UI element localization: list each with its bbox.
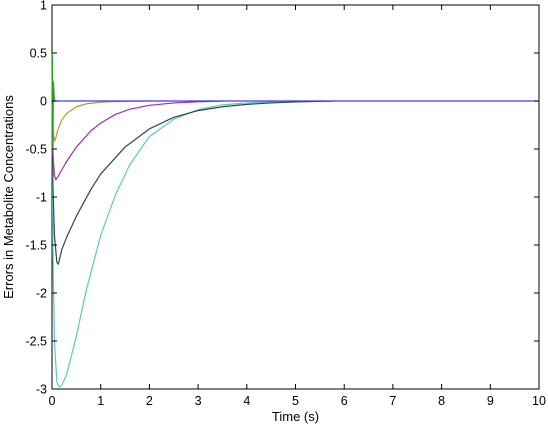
x-axis-title: Time (s) [272, 409, 319, 424]
x-tick-label: 10 [532, 394, 546, 408]
y-tick-label: -1 [36, 191, 47, 205]
x-tick-label: 5 [292, 394, 299, 408]
series-line-2 [51, 100, 335, 265]
y-axis-title: Errors in Metabolite Concentrations [1, 95, 16, 299]
x-tick-label: 9 [487, 394, 494, 408]
plot-area [51, 4, 540, 390]
series-line-1 [51, 100, 296, 388]
y-tick-label: -3 [36, 383, 47, 397]
y-tick-label: -2 [36, 287, 47, 301]
series-line-3 [51, 100, 223, 181]
y-tick-label: -1.5 [25, 239, 47, 253]
ticks-layer: 0 1 2 3 4 5 6 7 8 9 10 1 0.5 0 -0.5 -1 -1.5 -2 -2.5 -3 [25, 0, 546, 408]
y-tick-label: -0.5 [25, 143, 47, 157]
x-tick-label: 2 [146, 394, 153, 408]
x-tick-label: 6 [341, 394, 348, 408]
x-tick-label: 8 [438, 394, 445, 408]
x-tick-label: 0 [49, 394, 56, 408]
x-tick-label: 7 [389, 394, 396, 408]
y-tick-label: -2.5 [25, 335, 47, 349]
x-tick-label: 3 [195, 394, 202, 408]
x-tick-label: 1 [97, 394, 104, 408]
y-tick-label: 0 [40, 95, 47, 109]
x-tick-label: 4 [243, 394, 250, 408]
y-tick-label: 0.5 [30, 47, 47, 61]
y-tick-label: 1 [40, 0, 47, 13]
